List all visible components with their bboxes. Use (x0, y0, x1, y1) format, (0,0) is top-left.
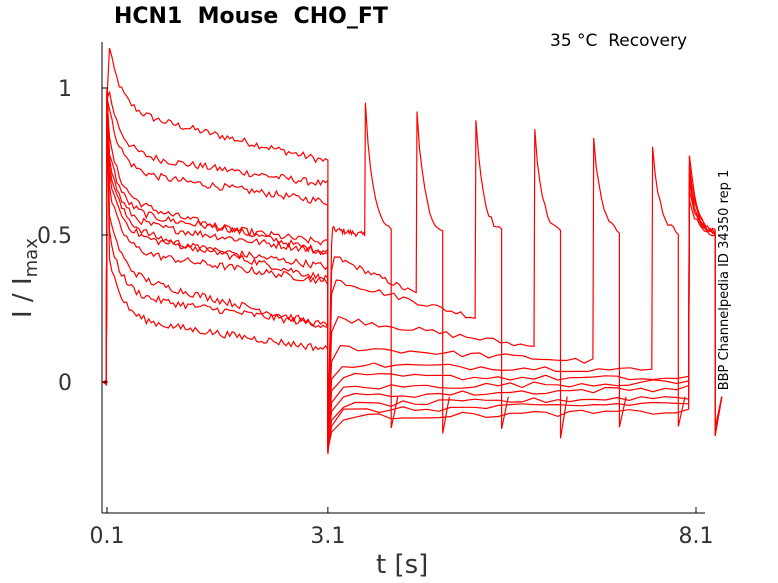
y-tick-label: 0 (58, 371, 72, 396)
y-axis-label: I / Imax (8, 238, 42, 318)
y-tick-label: 1 (58, 77, 72, 102)
x-tick-label: 3.1 (310, 524, 345, 549)
x-tick-label: 0.1 (90, 524, 125, 549)
axes-group: 0.1 3.1 8.1 0 0.5 1 (37, 42, 714, 549)
trace-series (102, 99, 568, 450)
trace-group (102, 47, 723, 455)
y-axis-label-sub: max (21, 238, 42, 278)
x-tick-label: 8.1 (679, 524, 714, 549)
trace-series (103, 95, 723, 452)
chart-title: HCN1 Mouse CHO_FT (114, 4, 388, 29)
trace-series (102, 100, 686, 452)
trace-series (103, 47, 399, 446)
trace-series (103, 92, 723, 450)
trace-series (102, 90, 723, 455)
y-tick-label: 0.5 (37, 224, 72, 249)
trace-series (102, 90, 627, 445)
trace-series (103, 93, 723, 445)
x-axis-label: t [s] (376, 550, 429, 580)
trace-series (103, 91, 450, 453)
chart-subtitle: 35 °C Recovery (550, 31, 688, 51)
y-axis-label-main: I / I (8, 277, 38, 318)
trace-series (103, 89, 723, 448)
trace-series (102, 97, 509, 450)
trace-series (102, 88, 723, 444)
